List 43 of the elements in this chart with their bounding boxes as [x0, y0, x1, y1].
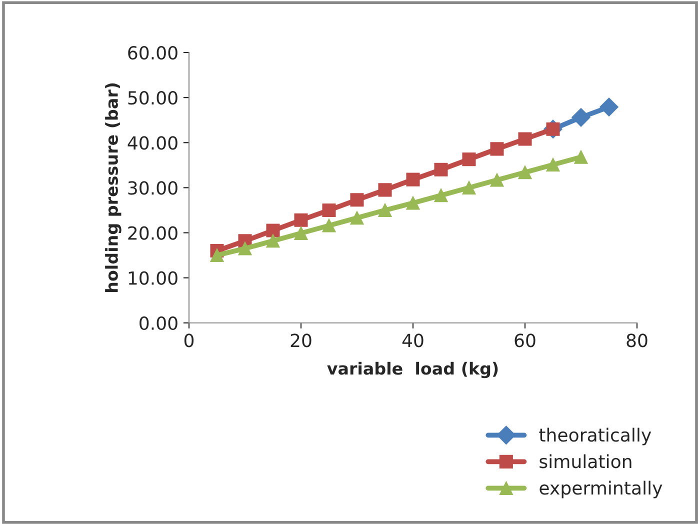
- y-tick-label: 20.00: [128, 226, 178, 240]
- point: [378, 203, 392, 217]
- point: [490, 173, 504, 187]
- point: [406, 196, 420, 210]
- x-tick-label: 0: [184, 334, 194, 348]
- point: [322, 203, 336, 217]
- point: [572, 108, 590, 127]
- x-tick-label: 60: [514, 334, 536, 348]
- y-tick-label: 60.00: [128, 46, 178, 60]
- point: [378, 183, 392, 197]
- point: [350, 211, 364, 225]
- point: [294, 213, 308, 227]
- y-tick-label: 0.00: [140, 316, 178, 330]
- point: [518, 132, 532, 146]
- y-tick-label: 40.00: [128, 136, 178, 150]
- y-axis-title: holding pressure (bar): [105, 83, 122, 292]
- point: [462, 152, 476, 166]
- y-tick-label: 50.00: [128, 91, 178, 105]
- point: [210, 248, 224, 262]
- point: [434, 162, 448, 176]
- legend-label: theoratically: [539, 428, 652, 446]
- legend-label: expermintally: [540, 480, 662, 498]
- point: [518, 166, 532, 180]
- point: [238, 242, 252, 256]
- point: [546, 158, 560, 172]
- point: [350, 193, 364, 207]
- point: [490, 142, 504, 156]
- point: [434, 188, 448, 202]
- point: [600, 98, 618, 116]
- x-axis-title: variable load (kg): [327, 362, 498, 378]
- point: [266, 234, 280, 248]
- point: [266, 224, 280, 238]
- point: [462, 180, 476, 194]
- y-tick-label: 10.00: [128, 271, 178, 285]
- legend-label: simulation: [540, 454, 632, 468]
- x-tick-label: 20: [290, 334, 312, 348]
- point: [294, 226, 308, 240]
- x-tick-label: 40: [402, 334, 424, 348]
- point: [322, 218, 336, 232]
- y-tick-label: 30.00: [128, 181, 178, 195]
- point: [406, 172, 420, 186]
- point: [574, 150, 588, 164]
- x-tick-label: 80: [626, 334, 648, 348]
